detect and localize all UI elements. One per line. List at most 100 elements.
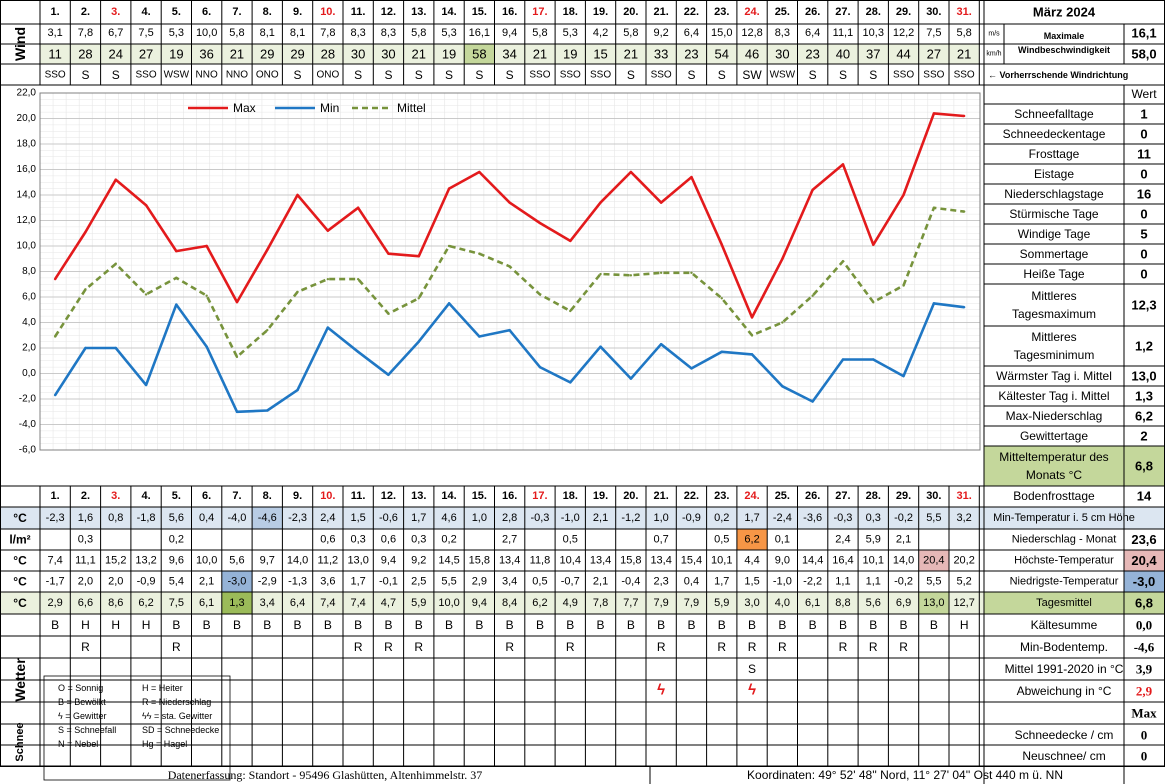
cell-min: -1,7 [46,576,65,588]
stat-label: Frosttage [1029,147,1080,161]
cell-niederschlag: 0,3 [78,534,93,546]
wind-kmh-bg [767,44,798,64]
wind-kmh-cell: 19 [442,47,456,62]
day-header-bottom: 28. [866,490,881,502]
data-point-mittel [235,355,239,359]
wind-ms-cell: 8,1 [290,27,305,39]
day-header-top: 9. [293,6,302,18]
cell-boden: -0,3 [833,512,852,524]
cell-min: 5,2 [957,576,972,588]
y-tick-label: 4,0 [22,317,36,328]
wind-ms-cell: 12,8 [741,27,762,39]
wind-ms-cell: 12,2 [893,27,914,39]
wetter-legend-item: S = Schneefall [58,725,116,735]
wind-kmh-bg [130,44,162,64]
gewitter-icon: ϟ [657,682,665,699]
data-point-min [902,374,905,378]
data-point-min [235,410,239,413]
data-point-min [84,346,87,350]
data-point-mittel [114,262,117,266]
day-header-top: 30. [926,6,941,18]
day-header-top: 2. [81,6,90,18]
day-header-bottom: 10. [320,490,335,502]
data-point-min [629,377,633,380]
cell-boden: 5,5 [926,512,941,524]
cell-mittel: 9,4 [472,597,487,609]
unit-label-min: °C [13,575,27,589]
cell-niederschlag: 0,3 [411,534,426,546]
wind-ms-cell: 7,5 [138,27,153,39]
wetter-code-1: H [142,618,151,632]
day-header-top: 19. [593,6,608,18]
cell-min: 2,0 [78,576,93,588]
data-point-max [296,193,299,197]
cell-mittel: 6,6 [78,597,93,609]
wind-kmh-cell: 21 [412,47,426,62]
day-header-bottom: 3. [111,490,120,502]
stat-value: 1,3 [1135,389,1153,404]
data-point-max [478,170,481,174]
data-point-mittel [326,277,330,281]
cell-min: 5,5 [441,576,456,588]
lower-stat-label: Kältesumme [1031,618,1098,632]
cell-highlight-mittel [221,592,253,614]
cell-max: 7,4 [48,555,63,567]
cell-mittel: 7,9 [654,597,669,609]
cell-mittel: 4,9 [563,597,578,609]
stat-label-line: Tagesminimum [1014,348,1095,362]
cell-mittel: 6,1 [199,597,214,609]
wind-kmh-bg [858,44,889,64]
cell-max: 10,0 [196,555,217,567]
wetter-code-2: R [869,640,878,654]
cell-niederschlag: 0,2 [441,534,456,546]
cell-mittel: 6,1 [805,597,820,609]
cell-mittel: 5,9 [411,597,426,609]
cell-mittel: 7,9 [684,597,699,609]
cell-min: -2,9 [258,576,277,588]
stat-label: Heiße Tage [1023,267,1084,281]
wind-ms-cell: 10,0 [196,27,217,39]
wind-dir-cell: S [445,68,453,82]
data-point-max [841,163,845,166]
cell-max: 16,4 [832,555,853,567]
lower-stat-label: Min-Bodentemp. [1020,640,1108,654]
day-header-top: 4. [141,6,150,18]
wind-kmh-bg [40,44,71,64]
wind-kmh-cell: 36 [199,47,213,62]
wind-max-ms: 16,1 [1131,26,1156,41]
stat-label: Max-Niederschlag [1006,409,1103,423]
unit-label-mittel: °C [13,596,27,610]
data-point-mittel [478,252,481,255]
y-tick-label: 2,0 [22,343,36,354]
wind-kmh-cell: 19 [563,47,577,62]
wetter-code-1: H [111,618,120,632]
day-header-bottom: 12. [381,490,396,502]
data-point-mittel [750,334,754,337]
day-header-bottom: 25. [775,490,790,502]
wind-ms-cell: 6,7 [108,27,123,39]
wind-dir-cell: SSO [893,70,914,81]
wind-kmh-bg [373,44,404,64]
data-point-min [659,342,663,346]
data-point-min [478,335,481,338]
wind-ms-cell: 5,3 [563,27,578,39]
unit-label-max: °C [13,554,27,568]
wind-kmh-cell: 19 [169,47,183,62]
cell-min: -1,0 [773,576,792,588]
cell-boden: 1,7 [411,512,426,524]
stat-label: Sommertage [1020,247,1089,261]
data-point-max [599,201,602,204]
cell-max: 20,2 [953,555,974,567]
stat-value: 1 [1140,107,1147,122]
wetter-code-2: R [657,640,666,654]
wetter-code-1: B [930,618,938,632]
cell-mittel: 8,8 [835,597,850,609]
data-point-max [447,187,451,190]
data-point-min [932,302,936,305]
day-header-top: 5. [172,6,181,18]
cell-min: -1,3 [288,576,307,588]
data-point-max [356,206,360,209]
wetter-code-1: B [809,618,817,632]
month-title: März 2024 [1033,5,1096,20]
cell-mittel: 6,4 [290,597,305,609]
